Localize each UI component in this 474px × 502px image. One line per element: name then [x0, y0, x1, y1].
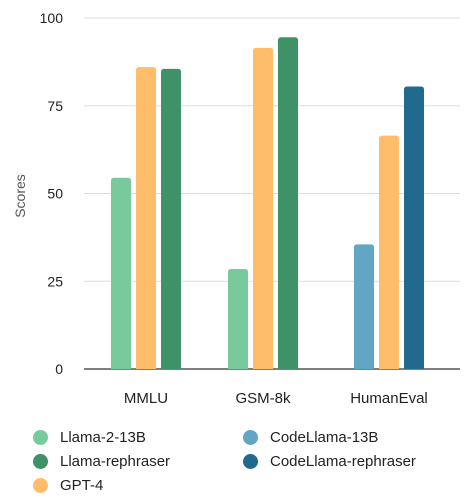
bar-mmlu-llama-rephraser: [161, 68, 181, 370]
x-tick-label: GSM-8k: [235, 390, 291, 407]
bar-humaneval-codellama-13b: [354, 244, 374, 369]
legend-swatch: [33, 454, 48, 469]
y-axis-label: Scores: [12, 174, 28, 218]
bar-gsm-8k-llama-2-13b: [228, 268, 248, 369]
bar-gsm-8k-gpt-4: [253, 47, 273, 370]
bar-humaneval-gpt-4: [379, 135, 399, 369]
bars: [111, 37, 424, 370]
y-tick-label: 75: [47, 98, 63, 114]
y-tick-label: 0: [55, 361, 63, 377]
legend-item-llama-2-13b: Llama-2-13B: [33, 429, 146, 446]
legend-swatch: [33, 478, 48, 493]
legend-swatch: [243, 430, 258, 445]
bar-humaneval-codellama-rephraser: [404, 86, 424, 369]
y-tick-label: 100: [40, 10, 64, 26]
legend-item-llama-rephraser: Llama-rephraser: [33, 453, 170, 470]
x-tick-label: MMLU: [124, 390, 168, 407]
legend-label: Llama-rephraser: [60, 453, 171, 470]
legend-item-codellama-rephraser: CodeLlama-rephraser: [243, 453, 416, 470]
bar-gsm-8k-llama-rephraser: [278, 37, 298, 370]
legend-label: CodeLlama-13B: [270, 429, 379, 446]
legend-label: GPT-4: [60, 477, 104, 494]
bar-mmlu-llama-2-13b: [111, 177, 131, 369]
y-tick-label: 25: [47, 273, 63, 289]
legend-item-gpt-4: GPT-4: [33, 477, 103, 494]
legend-swatch: [243, 454, 258, 469]
legend-swatch: [33, 430, 48, 445]
legend-label: Llama-2-13B: [60, 429, 146, 446]
legend-item-codellama-13b: CodeLlama-13B: [243, 429, 378, 446]
x-tick-label: HumanEval: [350, 390, 428, 407]
bar-chart: 0 25 50 75 100 MMLU GSM-8k HumanEval Scores: [12, 10, 460, 407]
legend-label: CodeLlama-rephraser: [270, 453, 416, 470]
bar-mmlu-gpt-4: [136, 67, 156, 369]
legend: Llama-2-13B CodeLlama-13B Llama-rephrase…: [0, 424, 474, 502]
tick-labels: 0 25 50 75 100 MMLU GSM-8k HumanEval: [40, 10, 428, 407]
y-tick-label: 50: [47, 186, 63, 202]
